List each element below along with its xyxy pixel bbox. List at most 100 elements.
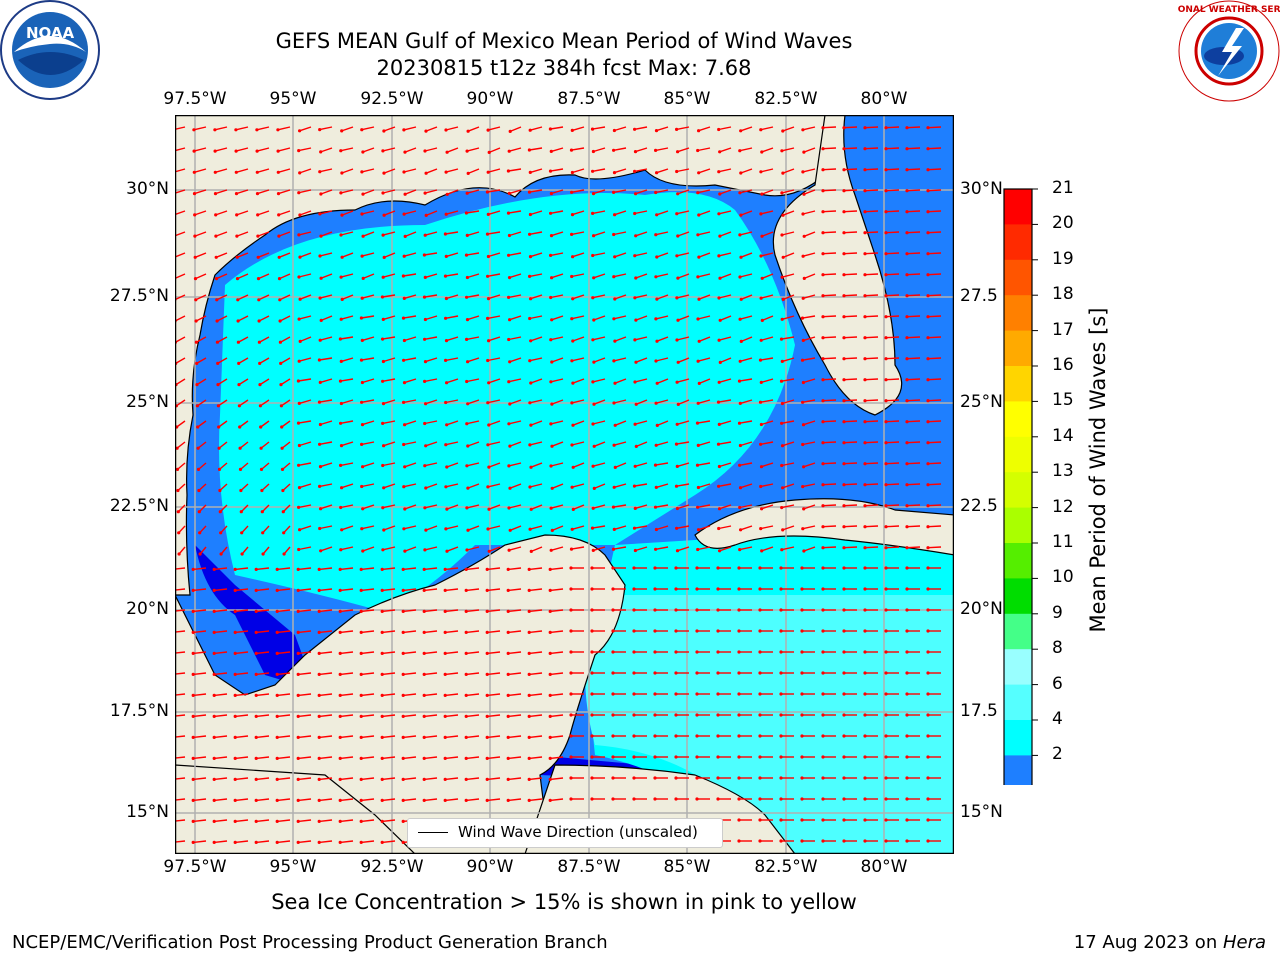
- wave-direction-arrow: [362, 336, 375, 342]
- wave-direction-arrow: [361, 735, 375, 739]
- wave-direction-arrow: [782, 126, 795, 132]
- wave-direction-arrowhead: [297, 463, 301, 467]
- wave-direction-arrowhead: [739, 129, 743, 133]
- wave-direction-arrow: [403, 588, 417, 592]
- wave-direction-arrow: [718, 294, 732, 299]
- wave-direction-arrowhead: [696, 443, 700, 447]
- wave-direction-arrowhead: [360, 423, 365, 427]
- wave-direction-arrowhead: [296, 630, 300, 635]
- wave-direction-arrowhead: [422, 651, 426, 656]
- wave-direction-arrow: [782, 315, 795, 320]
- wave-direction-arrowhead: [527, 777, 531, 782]
- wave-direction-arrow: [487, 315, 501, 320]
- wave-direction-arrowhead: [319, 234, 323, 238]
- wave-direction-arrow: [298, 672, 312, 676]
- wave-direction-arrowhead: [275, 756, 279, 761]
- wave-direction-arrow: [761, 147, 774, 153]
- wave-direction-arrowhead: [570, 317, 574, 321]
- wave-direction-arrow: [256, 840, 270, 844]
- wave-direction-arrowhead: [570, 232, 574, 236]
- wave-direction-arrowhead: [549, 506, 553, 510]
- wave-direction-arrowhead: [590, 127, 595, 131]
- wave-direction-arrow: [927, 378, 942, 381]
- wave-direction-arrow: [361, 357, 375, 361]
- wave-direction-arrowhead: [422, 253, 426, 257]
- wave-direction-arrowhead: [884, 462, 888, 466]
- wave-direction-arrowhead: [317, 693, 321, 698]
- wave-direction-arrowhead: [507, 380, 511, 384]
- wave-direction-arrowhead: [613, 297, 617, 301]
- wave-direction-arrow: [488, 378, 501, 384]
- wave-direction-arrow: [741, 336, 753, 343]
- wave-direction-arrow: [864, 210, 879, 213]
- wave-direction-arrow: [529, 273, 543, 278]
- wave-direction-arrowhead: [781, 528, 785, 532]
- wave-direction-arrowhead: [800, 316, 805, 320]
- wave-direction-arrowhead: [234, 128, 238, 132]
- wave-direction-arrow: [906, 420, 921, 423]
- wave-direction-arrowhead: [760, 318, 764, 322]
- wave-direction-arrowhead: [548, 169, 553, 173]
- wave-direction-arrow: [487, 630, 501, 634]
- wave-direction-arrowhead: [738, 233, 742, 237]
- wave-direction-arrow: [446, 378, 459, 384]
- wave-direction-arrowhead: [381, 379, 385, 383]
- wave-direction-arrowhead: [256, 234, 260, 238]
- wave-direction-arrow: [906, 273, 921, 276]
- wave-direction-arrowhead: [863, 273, 867, 277]
- wave-direction-arrow: [319, 777, 333, 781]
- wave-direction-arrowhead: [863, 147, 867, 151]
- wave-direction-arrow: [676, 210, 690, 215]
- wave-direction-arrowhead: [801, 485, 805, 489]
- wave-direction-arrow: [277, 567, 291, 571]
- wave-direction-arrowhead: [611, 608, 615, 612]
- wave-direction-arrowhead: [487, 423, 491, 427]
- wave-direction-arrow: [425, 399, 438, 405]
- wave-direction-arrow: [341, 210, 354, 216]
- wave-direction-arrow: [718, 126, 732, 131]
- wave-direction-arrowhead: [570, 443, 574, 447]
- wave-direction-arrow: [634, 483, 648, 487]
- wave-direction-arrowhead: [297, 505, 301, 509]
- wave-direction-arrowhead: [926, 776, 930, 780]
- wave-direction-arrow: [445, 357, 459, 362]
- wave-direction-arrow: [177, 462, 186, 470]
- wave-direction-arrow: [550, 588, 564, 592]
- wave-direction-arrowhead: [507, 337, 511, 342]
- wave-direction-arrow: [403, 273, 417, 277]
- wave-direction-arrow: [403, 756, 417, 760]
- wave-direction-arrowhead: [926, 797, 930, 801]
- wave-direction-arrow: [235, 672, 249, 676]
- wave-direction-arrow: [382, 630, 396, 634]
- wave-direction-arrow: [593, 504, 606, 509]
- wave-direction-arrowhead: [800, 839, 804, 843]
- wave-direction-arrow: [864, 399, 879, 402]
- wave-direction-arrowhead: [718, 192, 722, 196]
- wave-direction-arrowhead: [218, 510, 222, 514]
- wave-direction-arrow: [508, 462, 522, 467]
- wave-direction-arrow: [445, 441, 459, 446]
- wave-direction-arrow: [761, 546, 774, 552]
- wave-direction-arrow: [656, 378, 669, 384]
- wave-direction-arrowhead: [213, 149, 217, 153]
- wave-direction-arrowhead: [737, 734, 741, 738]
- wave-direction-arrow: [466, 378, 480, 383]
- wave-direction-arrowhead: [738, 359, 742, 363]
- wave-direction-arrowhead: [612, 190, 616, 194]
- wave-direction-arrowhead: [697, 129, 701, 133]
- wave-direction-arrow: [235, 756, 249, 760]
- wave-direction-arrowhead: [591, 464, 595, 468]
- wave-direction-arrow: [403, 630, 417, 634]
- wave-direction-arrow: [361, 651, 375, 655]
- wave-direction-arrowhead: [718, 549, 722, 553]
- wave-direction-arrowhead: [296, 609, 300, 613]
- wave-direction-arrowhead: [821, 650, 825, 654]
- wave-direction-arrowhead: [760, 150, 764, 154]
- wave-direction-arrow: [531, 546, 543, 553]
- wave-direction-arrowhead: [212, 588, 216, 592]
- wave-direction-arrowhead: [212, 819, 216, 824]
- wave-direction-arrow: [508, 504, 522, 509]
- wave-direction-arrowhead: [905, 671, 909, 675]
- wave-direction-arrowhead: [716, 629, 720, 633]
- wave-direction-arrowhead: [633, 464, 637, 468]
